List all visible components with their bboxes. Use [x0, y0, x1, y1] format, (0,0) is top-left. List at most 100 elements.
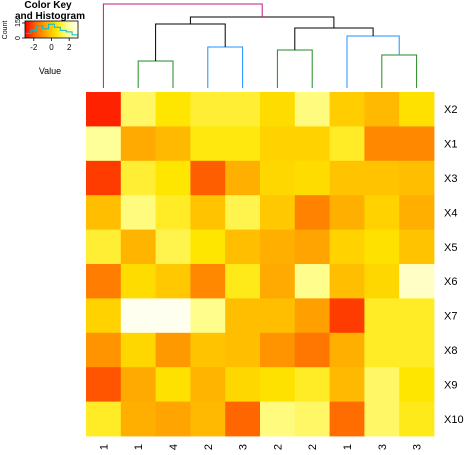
color-key-swatch [58, 21, 60, 38]
heatmap-cell-X7-C_3 [225, 298, 261, 334]
color-key-swatch [38, 21, 40, 38]
color-key: Color Key and Histogram -2 0 2 0 15 Value C… [2, 0, 85, 76]
row-label-X5: X5 [444, 242, 457, 254]
color-key-y-tick-label: 15 [15, 19, 22, 27]
heatmap-cell-X7-A_2 [260, 298, 296, 334]
heatmap-cell-X1-B_2 [294, 126, 330, 162]
heatmap-cell-X8-A_2 [260, 332, 296, 368]
color-key-swatch [39, 21, 42, 38]
color-key-swatch [36, 21, 39, 38]
heatmap-cell-X8-C_2 [190, 332, 226, 368]
color-key-swatch [64, 21, 67, 38]
heatmap-cell-X10-A_3 [364, 401, 400, 437]
heatmap-cell-X2-A_1 [120, 92, 156, 127]
heatmap-cell-X5-C_3 [225, 229, 261, 265]
heatmap-cell-X4-A_2 [260, 195, 296, 230]
heatmap-cell-X1-C_3 [225, 126, 261, 162]
column-label-B_1: B_1 [98, 444, 110, 450]
heatmap-cell-X6-C_4 [155, 264, 191, 299]
color-key-swatch [40, 21, 43, 38]
heatmap-cell-X7-B_1 [86, 298, 122, 334]
heatmap-cell-X2-C_3 [225, 92, 261, 127]
heatmap-cell-X7-A_1 [120, 298, 156, 334]
color-key-swatch [43, 21, 46, 38]
column-labels: B_1 A_1 C_4 C_2 C_3 A_2 B_2 C_1 A_3 B_3 [98, 444, 424, 455]
row-label-X3: X3 [444, 173, 457, 185]
color-key-swatch [54, 21, 56, 38]
row-label-X2: X2 [444, 104, 457, 116]
heatmap-cell-X9-B_3 [399, 367, 435, 402]
dendrogram-branch-a2-b2 [276, 49, 313, 88]
heatmap-cell-X2-C_4 [155, 92, 191, 127]
heatmap-cell-X3-C_2 [190, 160, 226, 196]
heatmap-cell-X2-A_2 [260, 92, 296, 127]
heatmap-cell-X7-C_2 [190, 298, 226, 334]
heatmap-cell-X6-A_1 [120, 264, 156, 299]
column-label-C_1: C_1 [342, 444, 354, 450]
color-key-swatch [42, 21, 44, 38]
color-key-swatch [25, 21, 27, 38]
column-label-A_3: A_3 [377, 444, 389, 450]
heatmap-cell-X5-B_2 [294, 229, 330, 265]
heatmap-cell-X8-B_1 [86, 332, 122, 368]
heatmap-cell-X8-B_3 [399, 332, 435, 368]
dendrogram-branch-left-group [155, 23, 226, 61]
heatmap-cell-X3-B_3 [399, 160, 435, 196]
heatmap-cell-X3-A_1 [120, 160, 156, 196]
heatmap-cell-X6-C_3 [225, 264, 261, 299]
column-label-B_3: B_3 [412, 444, 424, 450]
color-key-swatch [28, 21, 31, 38]
column-label-C_3: C_3 [238, 444, 250, 450]
column-label-C_2: C_2 [203, 444, 215, 450]
dendrogram-branch-root [102, 3, 263, 88]
heatmap-cells [86, 92, 435, 437]
heatmap-cell-X3-B_2 [294, 160, 330, 196]
heatmap-cell-X7-A_3 [364, 298, 400, 334]
heatmap-cell-X4-C_2 [190, 195, 226, 230]
heatmap-cell-X9-C_3 [225, 367, 261, 402]
color-key-swatch [75, 21, 77, 38]
heatmap-cell-X5-C_1 [329, 229, 365, 265]
row-labels: X2 X1 X3 X4 X5 X6 X7 X8 X9 X10 [444, 104, 464, 426]
heatmap-cell-X1-B_3 [399, 126, 435, 162]
heatmap-cell-X1-C_1 [329, 126, 365, 162]
heatmap-cell-X6-B_3 [399, 264, 435, 299]
heatmap-cell-X9-B_1 [86, 367, 122, 402]
row-label-X6: X6 [444, 276, 457, 288]
heatmap-cell-X10-C_3 [225, 401, 261, 437]
column-label-B_2: B_2 [307, 444, 319, 450]
color-key-y-tick-label: 0 [15, 36, 22, 40]
heatmap-cell-X9-C_2 [190, 367, 226, 402]
heatmap-cell-X8-C_4 [155, 332, 191, 368]
heatmap-cell-X2-B_3 [399, 92, 435, 127]
heatmap-cell-X8-C_1 [329, 332, 365, 368]
color-key-swatch [48, 21, 51, 38]
heatmap-cell-X6-A_3 [364, 264, 400, 299]
heatmap-cell-X10-B_3 [399, 401, 435, 437]
color-key-x-tick-label: 2 [67, 43, 72, 52]
heatmap-cell-X8-A_3 [364, 332, 400, 368]
color-key-swatch [52, 21, 55, 38]
heatmap-cell-X3-A_2 [260, 160, 296, 196]
color-key-swatch [72, 21, 75, 38]
heatmap-cell-X6-C_1 [329, 264, 365, 299]
row-label-X8: X8 [444, 345, 457, 357]
heatmap-cell-X4-A_3 [364, 195, 400, 230]
heatmap-cell-X10-A_1 [120, 401, 156, 437]
heatmap-cell-X10-C_1 [329, 401, 365, 437]
color-key-swatch [71, 21, 74, 38]
color-key-y-ticks: 0 15 [15, 19, 25, 40]
color-key-swatch [50, 21, 52, 38]
heatmap-cell-X4-B_1 [86, 195, 122, 230]
heatmap-cell-X10-A_2 [260, 401, 296, 437]
heatmap-cell-X1-A_1 [120, 126, 156, 162]
color-key-swatch [67, 21, 70, 38]
color-key-title-line1: Color Key [24, 0, 72, 11]
row-label-X1: X1 [444, 139, 457, 151]
heatmap-cell-X10-B_2 [294, 401, 330, 437]
color-key-swatch [60, 21, 63, 38]
heatmap-cell-X2-C_1 [329, 92, 365, 127]
color-key-swatch [26, 21, 28, 38]
heatmap-cell-X5-A_2 [260, 229, 296, 265]
